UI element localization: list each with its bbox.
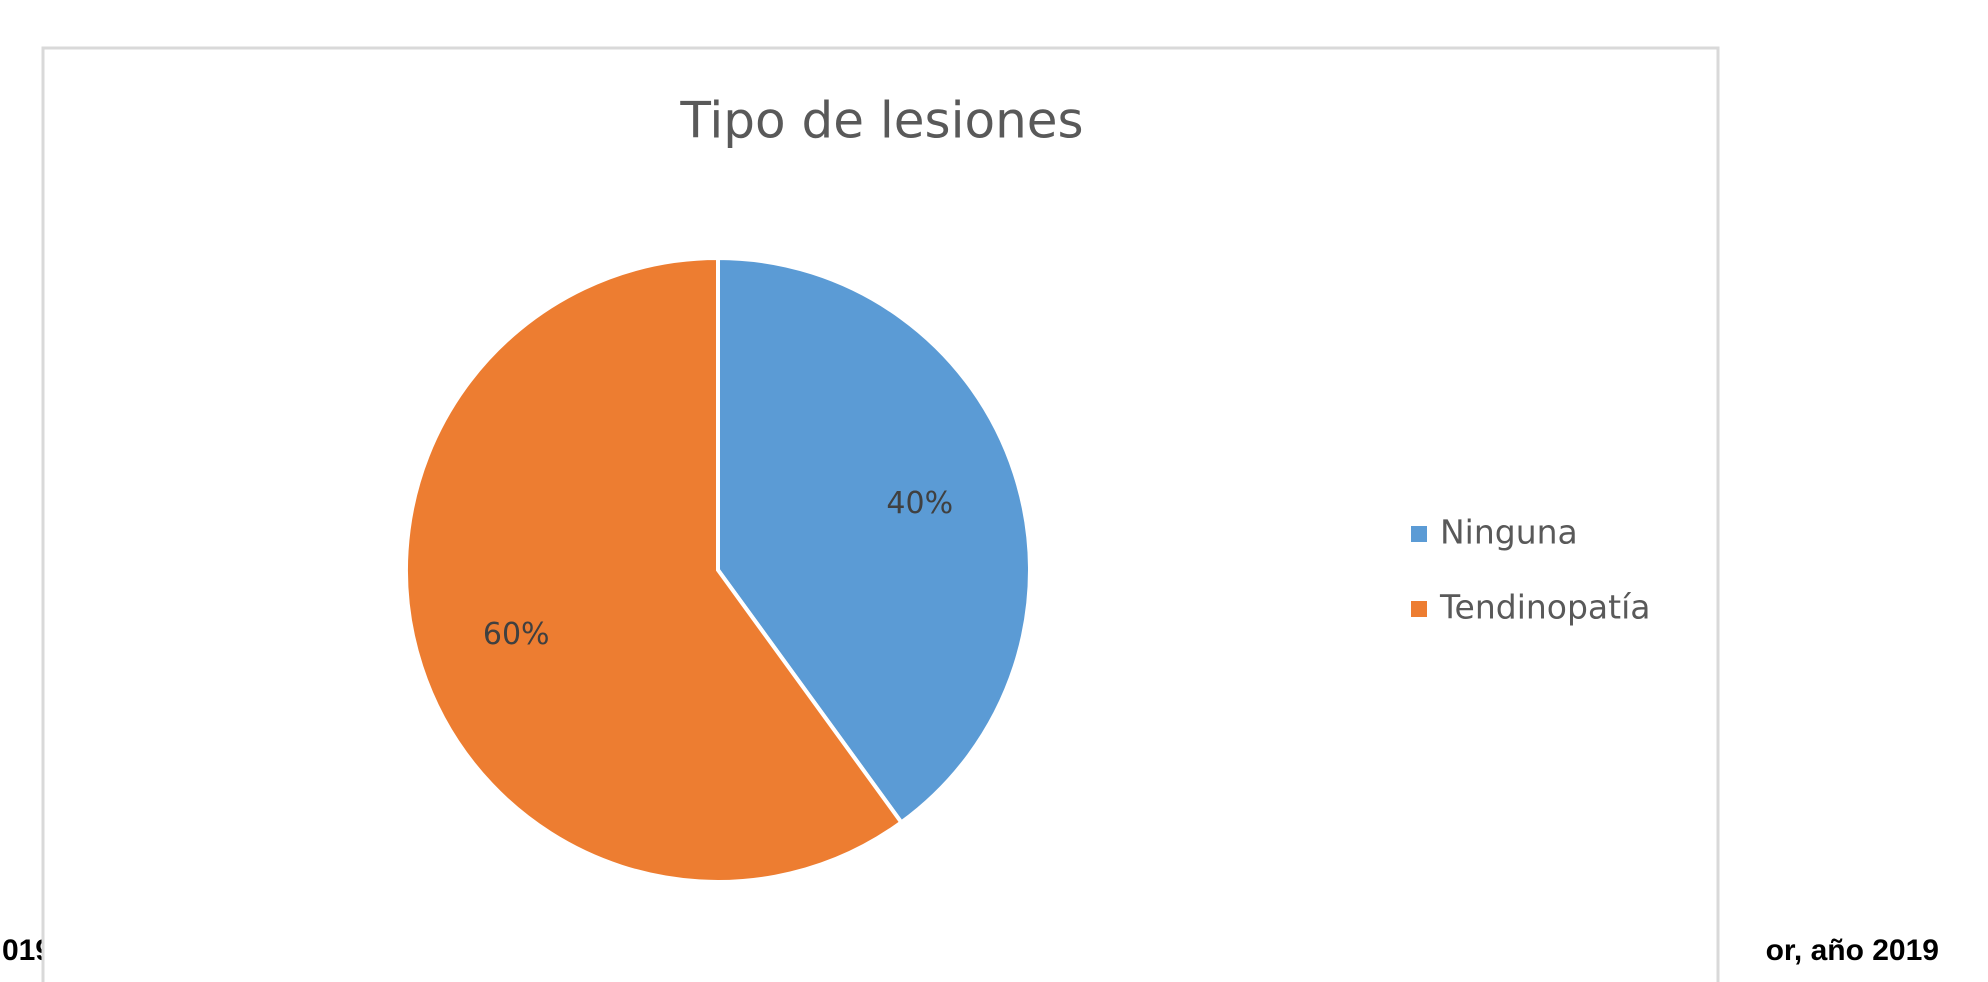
- data-label: 40%: [886, 486, 953, 521]
- chart-title: Tipo de lesiones: [679, 92, 1083, 150]
- plot: 40% 60% Ninguna Tendinopatía: [404, 255, 1651, 884]
- pie-slice: [716, 255, 1032, 826]
- background-text: or, año 2019: [1766, 934, 1939, 967]
- legend-swatch: [1411, 526, 1427, 542]
- data-label: 60%: [483, 617, 550, 652]
- legend-label: Ninguna: [1440, 513, 1578, 552]
- legend-swatch: [1411, 601, 1427, 617]
- pie-slice: [404, 255, 905, 884]
- legend-label: Tendinopatía: [1439, 588, 1651, 627]
